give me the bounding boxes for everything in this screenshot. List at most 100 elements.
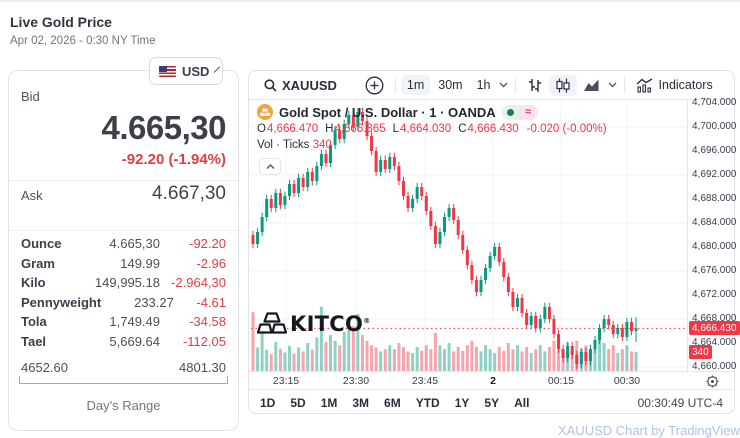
timeframe-3m-button[interactable]: 3M xyxy=(352,395,370,410)
price-tick-label: 4,668.000 xyxy=(692,313,737,324)
compare-add-button[interactable] xyxy=(359,73,390,98)
time-tick-label: 00:15 xyxy=(547,375,575,387)
chevron-down-icon xyxy=(214,66,221,73)
style-menu-button[interactable] xyxy=(606,79,619,91)
ohlc-legend: O4,666.470 H4,666.865 L4,664.030 C4,666.430… xyxy=(257,123,607,135)
style-bars-button[interactable] xyxy=(521,75,549,96)
toolbar-divider xyxy=(623,77,625,93)
unit-value: 233.27 xyxy=(134,294,174,310)
search-icon xyxy=(264,78,277,92)
currency-label: USD xyxy=(182,63,210,79)
time-tick-label: 23:15 xyxy=(272,375,300,387)
gold-symbol-icon xyxy=(257,104,273,120)
ohlc-c: C4,666.430 xyxy=(458,122,519,135)
timeframe-bar: 1D 5D 1M 3M 6M YTD 1Y 5Y All 00:30:49 UTC-4 xyxy=(249,389,734,415)
price-tick-label: 4,680.000 xyxy=(692,241,737,252)
style-candles-button[interactable] xyxy=(548,74,577,96)
page-title: Live Gold Price xyxy=(10,14,112,30)
collapse-legend-button[interactable] xyxy=(259,158,281,175)
candlestick-plot xyxy=(251,100,687,371)
unit-value: 5,669.64 xyxy=(109,333,160,349)
chevron-up-icon xyxy=(266,163,274,169)
indicators-button[interactable]: Indicators xyxy=(630,75,719,96)
candles-style-icon xyxy=(555,78,570,92)
bid-label: Bid xyxy=(21,89,40,104)
price-tick-label: 4,704.000 xyxy=(692,97,737,108)
unit-row-tael: Tael 5,669.64 -112.05 xyxy=(9,332,238,352)
unit-label: Pennyweight xyxy=(21,294,102,310)
interval-1m-button[interactable]: 1m xyxy=(400,75,431,95)
kitco-watermark: KITCO® xyxy=(257,311,371,336)
unit-value: 149.99 xyxy=(120,255,160,271)
plus-circle-icon xyxy=(365,76,384,94)
price-tick-label: 4,672.000 xyxy=(692,289,737,300)
unit-label: Kilo xyxy=(21,275,46,291)
unit-change: -112.05 xyxy=(182,333,226,349)
indicators-label: Indicators xyxy=(658,78,713,92)
volume-value: 340 xyxy=(312,139,332,151)
market-open-dot-icon xyxy=(501,104,519,120)
range-low: 4652.60 xyxy=(21,360,68,375)
unit-row-ounce: Ounce 4.665,30 -92.20 xyxy=(9,234,238,254)
timeframe-6m-button[interactable]: 6M xyxy=(384,395,401,410)
time-axis[interactable]: 23:15 23:30 23:45 2 00:15 00:30 xyxy=(249,371,734,389)
ask-label: Ask xyxy=(21,188,43,203)
indicators-icon xyxy=(636,77,652,93)
price-tick-label: 4,660.000 xyxy=(692,361,737,372)
unit-label: Tola xyxy=(21,314,47,330)
price-tick-label: 4,684.000 xyxy=(692,217,737,228)
market-status-badge: ≈ xyxy=(501,104,538,120)
price-axis[interactable]: 4,666.430 340 4,704.000 4,700.000 4,696.00… xyxy=(687,97,740,372)
unit-price-table: Ounce 4.665,30 -92.20 Gram 149.99 -2.96 Kilo 14… xyxy=(9,234,238,351)
time-tick-label: 2 xyxy=(490,375,496,387)
page-date: Apr 02, 2026 - 0:30 NY Time xyxy=(10,35,156,47)
unit-change: -34.58 xyxy=(189,314,226,330)
timeframe-1y-button[interactable]: 1Y xyxy=(454,395,470,410)
currency-selector[interactable]: USD xyxy=(149,57,223,85)
volume-legend: Vol · Ticks 340 xyxy=(257,139,332,151)
unit-row-tola: Tola 1,749.49 -34.58 xyxy=(9,312,238,332)
timeframe-5d-button[interactable]: 5D xyxy=(290,395,306,410)
us-flag-icon xyxy=(159,65,176,77)
interval-menu-button[interactable] xyxy=(497,79,510,91)
unit-change: -4.61 xyxy=(196,294,226,310)
unit-change: -92.20 xyxy=(189,236,226,252)
chart-clock: 00:30:49 UTC-4 xyxy=(637,395,723,410)
axis-settings-gear-icon[interactable] xyxy=(706,375,719,388)
candles-layer xyxy=(251,107,638,370)
kitco-logo-icon xyxy=(257,312,287,334)
timeframe-all-button[interactable]: All xyxy=(514,395,530,410)
price-tick-label: 4,676.000 xyxy=(692,265,737,276)
interval-1h-button[interactable]: 1h xyxy=(471,75,497,95)
unit-row-kilo: Kilo 149,995.18 -2.964,30 xyxy=(9,273,238,293)
unit-row-pennyweight: Pennyweight 233.27 -4.61 xyxy=(9,293,238,313)
bid-price: 4.665,30 xyxy=(101,109,227,146)
toolbar-divider xyxy=(394,77,396,93)
timeframe-5y-button[interactable]: 5Y xyxy=(484,395,500,410)
time-tick-label: 23:45 xyxy=(411,375,439,387)
symbol-search-button[interactable]: XAUUSD xyxy=(258,75,343,96)
unit-label: Tael xyxy=(21,333,47,349)
symbol-legend[interactable]: Gold Spot / U.S. Dollar · 1 · OANDA ≈ xyxy=(257,104,538,120)
approx-data-icon: ≈ xyxy=(518,104,538,120)
unit-change: -2.96 xyxy=(196,255,226,271)
timeframe-1m-button[interactable]: 1M xyxy=(320,395,338,410)
chart-panel: XAUUSD 1m 30m 1h Indicators xyxy=(248,70,740,415)
toolbar-divider xyxy=(514,77,516,93)
time-tick-label: 23:30 xyxy=(342,375,370,387)
style-area-button[interactable] xyxy=(577,75,606,95)
unit-value: 4.665,30 xyxy=(109,236,160,252)
range-bracket xyxy=(19,376,228,384)
price-tick-label: 4,664.000 xyxy=(692,337,737,348)
timeframe-1d-button[interactable]: 1D xyxy=(260,395,276,410)
chart-plot-area[interactable]: Gold Spot / U.S. Dollar · 1 · OANDA ≈ O4… xyxy=(251,100,687,371)
interval-30m-button[interactable]: 30m xyxy=(432,75,468,95)
bid-change: -92.20 (-1.94%) xyxy=(121,151,226,168)
chevron-down-icon xyxy=(608,82,617,88)
timeframe-ytd-button[interactable]: YTD xyxy=(415,395,440,410)
volume-label: Vol · Ticks xyxy=(257,139,310,151)
last-volume-label: 340 xyxy=(689,345,712,359)
symbol-label: XAUUSD xyxy=(282,77,337,93)
bars-style-icon xyxy=(528,78,541,92)
unit-change: -2.964,30 xyxy=(171,275,226,291)
